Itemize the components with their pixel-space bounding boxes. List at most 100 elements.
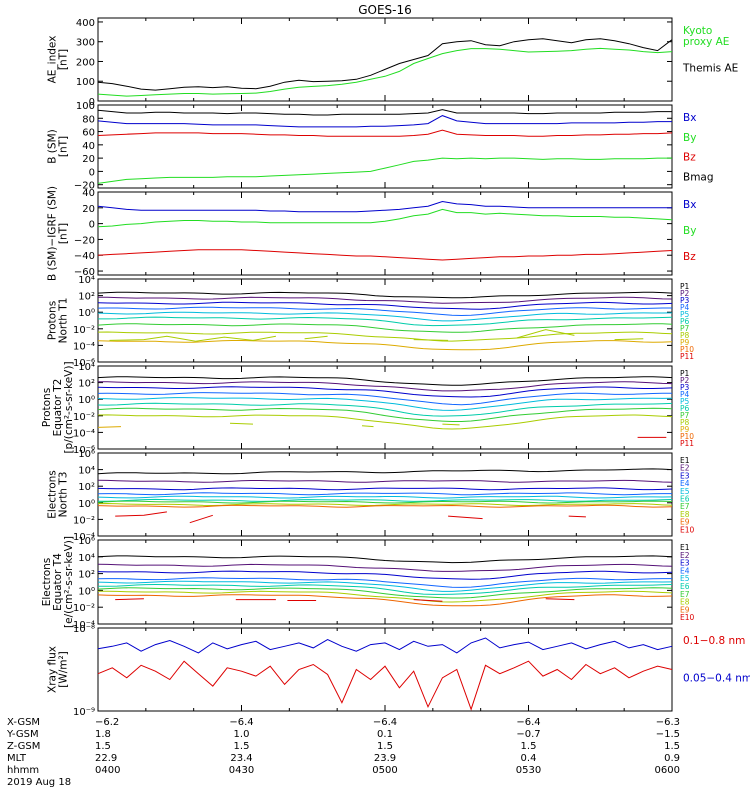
ephemeris-value: −6.2 <box>95 717 119 728</box>
y-axis-label-line: [nT] <box>58 49 70 70</box>
y-axis-label: B (SM)[nT] <box>47 129 70 163</box>
ephemeris-value: −1.5 <box>656 729 680 740</box>
series-line <box>98 116 672 127</box>
ephemeris-value: 1.5 <box>377 741 393 752</box>
y-tick-label: 10⁶ <box>78 536 95 547</box>
legend-entry: Bz <box>683 152 696 164</box>
series-line <box>98 202 672 212</box>
y-tick-label: 10⁰ <box>78 499 95 510</box>
panel-frame <box>98 453 672 536</box>
channel-fragment <box>110 336 276 341</box>
y-tick-label: 60 <box>82 128 95 139</box>
y-tick-label: 100 <box>76 101 95 112</box>
ephemeris-value: 0.1 <box>377 729 393 740</box>
y-tick-label: 10⁰ <box>78 586 95 597</box>
y-tick-label: 10⁰ <box>78 308 95 319</box>
channel-line <box>98 488 672 490</box>
ephemeris-value: −6.3 <box>656 717 680 728</box>
ephemeris-value: 23.9 <box>374 753 396 764</box>
legend-entry: 0.1−0.8 nm <box>683 635 745 647</box>
channel-fragment <box>414 340 448 341</box>
y-tick-label: 10⁻⁴ <box>73 341 95 352</box>
channel-fragment <box>190 515 213 522</box>
y-tick-label: 10² <box>78 482 95 493</box>
y-tick-label: 80 <box>82 114 95 125</box>
y-axis-label-line: North T1 <box>58 298 70 344</box>
y-tick-label: 10² <box>78 570 95 581</box>
channel-line <box>98 292 672 298</box>
y-tick-label: 10⁻² <box>73 603 95 614</box>
legend-entry: Bmag <box>683 171 714 183</box>
series-line <box>98 130 672 136</box>
channel-line <box>98 499 672 501</box>
ephemeris-value: 0400 <box>95 765 120 776</box>
ephemeris-value: −0.7 <box>516 729 540 740</box>
y-axis-label-line: [nT] <box>58 136 70 157</box>
channel-line <box>98 480 672 482</box>
panel-frame <box>98 192 672 275</box>
channel-line <box>98 595 672 606</box>
channel-fragment <box>442 424 459 425</box>
y-tick-label: 20 <box>82 204 95 215</box>
ephemeris-row-label: Y-GSM <box>6 729 39 740</box>
y-tick-label: 10⁶ <box>78 449 95 460</box>
y-tick-label: 10⁻⁴ <box>73 428 95 439</box>
y-tick-label: 10⁰ <box>78 395 95 406</box>
y-tick-label: 10⁴ <box>78 275 95 286</box>
panel-frame <box>98 628 672 711</box>
ephemeris-value: 1.5 <box>95 741 111 752</box>
legend-entry: By <box>683 132 696 144</box>
y-axis-label: AE_index[nT] <box>47 36 70 84</box>
date-label: 2019 Aug 18 <box>7 777 71 788</box>
legend-entry: Bx <box>683 199 696 211</box>
channel-line <box>98 324 672 333</box>
channel-label: P11 <box>680 352 694 361</box>
panel-frame <box>98 105 672 188</box>
channel-line <box>98 493 672 495</box>
series-line <box>98 250 672 260</box>
channel-fragment <box>517 330 574 338</box>
ephemeris-row-label: Z-GSM <box>7 741 40 752</box>
y-tick-label: 40 <box>82 141 95 152</box>
y-tick-label: 0 <box>89 167 95 178</box>
legend-entry: Themis AE <box>682 63 738 75</box>
channel-fragment <box>98 427 121 428</box>
ephemeris-row-label: hhmm <box>7 765 39 776</box>
ephemeris-value: 0600 <box>655 765 680 776</box>
y-axis-label: ProtonsNorth T1 <box>47 298 70 344</box>
channel-line <box>98 341 672 350</box>
ephemeris-value: −6.4 <box>373 717 397 728</box>
series-line <box>98 638 672 653</box>
channel-line <box>98 387 672 397</box>
y-axis-label-line: North T3 <box>58 472 70 518</box>
y-tick-label: 300 <box>76 38 95 49</box>
legend-entry: Bz <box>683 251 696 263</box>
channel-line <box>98 408 672 421</box>
channel-fragment <box>569 516 586 517</box>
y-tick-label: 10⁴ <box>78 553 95 564</box>
channel-fragment <box>115 599 144 600</box>
legend-entry: proxy AE <box>683 36 729 48</box>
y-tick-label: 10² <box>78 292 95 303</box>
ephemeris-value: 1.5 <box>521 741 537 752</box>
y-axis-label: B (SM)−IGRF (SM)[nT] <box>47 186 70 281</box>
legend-entry: 0.05−0.4 nm <box>683 673 750 685</box>
ephemeris-value: 0500 <box>372 765 397 776</box>
channel-fragment <box>305 336 328 339</box>
ephemeris-value: 0.9 <box>664 753 680 764</box>
channel-label: P11 <box>680 439 694 448</box>
series-line <box>98 39 672 90</box>
y-axis-label-line: [p/(cm²-s-sr-keV)] <box>63 361 75 453</box>
y-tick-label: 10⁻² <box>73 515 95 526</box>
channel-line <box>98 501 672 503</box>
y-tick-label: 10⁻⁸ <box>73 624 95 635</box>
y-axis-label: ElectronsNorth T3 <box>47 470 70 519</box>
series-line <box>98 661 672 709</box>
